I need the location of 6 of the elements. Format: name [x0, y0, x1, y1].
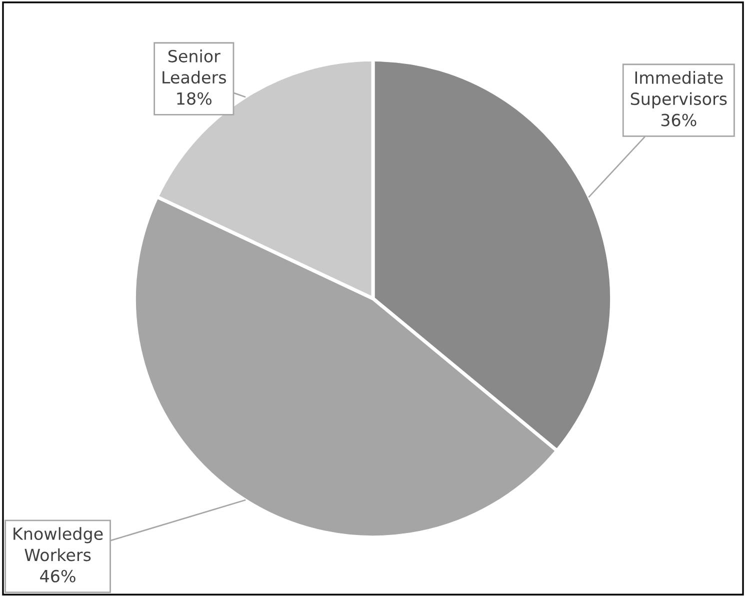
slice-label: Immediate Supervisors [630, 71, 727, 108]
data-label: 36% [661, 114, 696, 126]
slice-label: Senior Leaders [162, 50, 226, 84]
data-label: 18% [177, 92, 212, 105]
slice-label: Knowledge Workers [14, 527, 103, 562]
data-label: 46% [40, 570, 76, 582]
